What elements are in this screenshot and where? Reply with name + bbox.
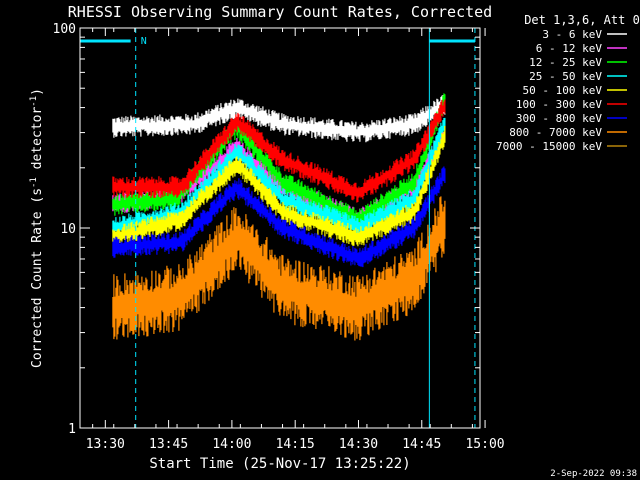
legend-label-2: 12 - 25 keV — [529, 56, 602, 69]
legend-header: Det 1,3,6, Att 0 — [524, 13, 640, 27]
legend-label-3: 25 - 50 keV — [529, 70, 602, 83]
y-tick-label-2: 100 — [53, 22, 76, 37]
legend-label-4: 50 - 100 keV — [523, 84, 603, 97]
x-tick-label-1: 13:45 — [149, 437, 188, 452]
series-line-4 — [112, 126, 446, 247]
series-line-5 — [112, 99, 446, 203]
data-layer — [112, 93, 446, 341]
legend-label-6: 300 - 800 keV — [516, 112, 602, 125]
y-axis-label-part2: detector — [30, 107, 45, 178]
legend-label-8: 7000 - 15000 keV — [496, 140, 602, 153]
y-axis-label-sup2: -1 — [29, 96, 39, 107]
y-axis-label-part1: Corrected Count Rate (s — [30, 188, 45, 368]
series-trace-5 — [112, 99, 446, 203]
chart-title: RHESSI Observing Summary Count Rates, Co… — [68, 3, 492, 21]
y-axis-label: Corrected Count Rate (s-1 detector-1) — [29, 88, 45, 368]
x-tick-label-2: 14:00 — [212, 437, 251, 452]
y-tick-label-1: 10 — [60, 222, 76, 237]
series-trace-7 — [112, 196, 446, 341]
series-line-6 — [112, 166, 446, 268]
y-axis-label-sup1: -1 — [29, 177, 39, 188]
series-line-7 — [112, 196, 446, 341]
x-axis-label: Start Time (25-Nov-17 13:25:22) — [149, 456, 410, 472]
tick-layer: 13:30 13:45 14:00 14:15 14:30 14:45 15:00 1 10 10… — [53, 22, 505, 452]
legend-label-5: 100 - 300 keV — [516, 98, 602, 111]
annotation-label: N — [141, 36, 147, 47]
x-tick-label-6: 15:00 — [465, 437, 504, 452]
legend-label-1: 6 - 12 keV — [536, 42, 603, 55]
footer-date: 2-Sep-2022 09:38 — [550, 469, 637, 479]
series-line-0 — [112, 95, 446, 143]
x-tick-label-5: 14:45 — [402, 437, 441, 452]
series-trace-0 — [112, 95, 446, 143]
y-axis-label-part3: ) — [30, 88, 45, 96]
legend-label-7: 800 - 7000 keV — [509, 126, 602, 139]
series-trace-6 — [112, 166, 446, 268]
legend-label-0: 3 - 6 keV — [542, 28, 602, 41]
y-tick-label-0: 1 — [68, 422, 76, 437]
x-tick-label-3: 14:15 — [276, 437, 315, 452]
x-tick-label-0: 13:30 — [86, 437, 125, 452]
x-tick-label-4: 14:30 — [339, 437, 378, 452]
series-trace-4 — [112, 126, 446, 247]
